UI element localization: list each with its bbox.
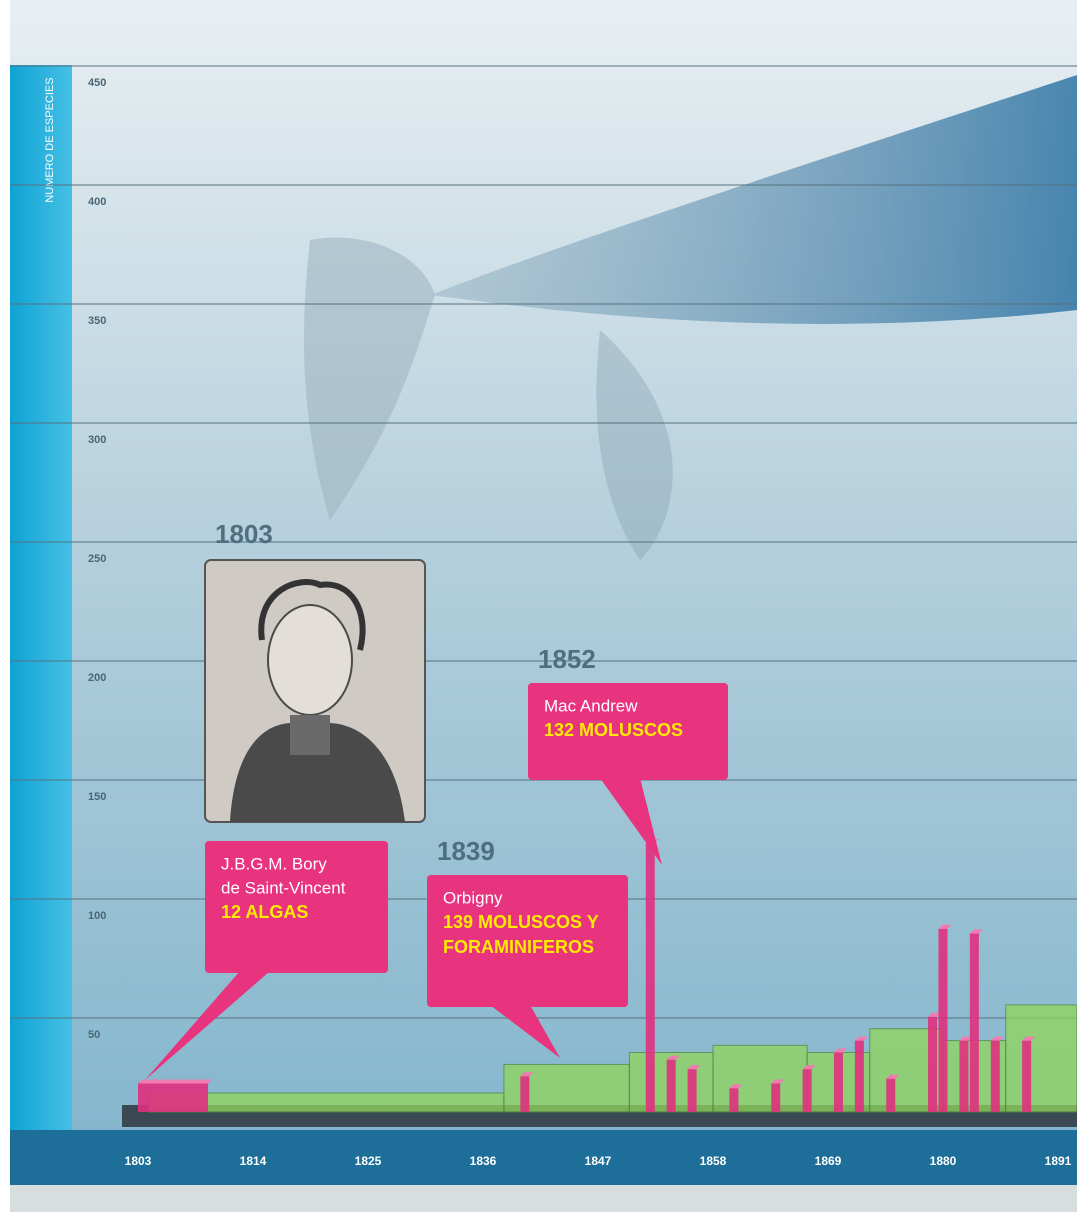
x-tick-label: 1847 (585, 1154, 612, 1168)
y-axis-title: NUMERO DE ESPECIES (44, 77, 56, 202)
bar-cap (854, 1036, 868, 1041)
callout-name: J.B.G.M. Bory (221, 854, 327, 873)
x-tick-label: 1880 (930, 1154, 957, 1168)
green-bar (1005, 1004, 1077, 1113)
callout-year: 1852 (538, 644, 596, 674)
whale-fin (596, 330, 673, 560)
y-tick-label: 200 (88, 672, 106, 684)
bar-cap (969, 929, 983, 934)
y-tick-label: 400 (88, 196, 106, 208)
pink-bar (969, 933, 979, 1112)
left-margin (0, 0, 10, 1212)
bars (122, 839, 1077, 1127)
pink-bar (802, 1069, 812, 1112)
pink-bar (928, 1016, 938, 1112)
x-tick-label: 1869 (815, 1154, 842, 1168)
green-bar (712, 1044, 808, 1113)
whale-body (430, 75, 1077, 324)
footer (10, 1185, 1077, 1212)
bar-cap (520, 1072, 534, 1077)
bar-cap (1022, 1036, 1036, 1041)
pink-bar (771, 1083, 781, 1112)
portrait (204, 559, 426, 823)
callout-year: 1839 (437, 836, 495, 866)
y-axis-strip (10, 65, 72, 1133)
pink-bar (886, 1078, 896, 1112)
callout-detail: 12 ALGAS (221, 902, 308, 922)
bar-cap (687, 1065, 701, 1070)
x-tick-label: 1814 (240, 1154, 267, 1168)
pink-bar (520, 1076, 530, 1112)
pink-bar (645, 843, 655, 1112)
callout-name: de Saint-Vincent (221, 878, 346, 897)
pink-bar (729, 1088, 739, 1112)
bar-cap (802, 1065, 816, 1070)
y-tick-label: 250 (88, 553, 106, 565)
callout-year: 1803 (215, 519, 273, 549)
x-axis-band (10, 1130, 1077, 1185)
bar-cap (833, 1048, 847, 1053)
bar-cap (959, 1036, 973, 1041)
callout-name: Mac Andrew (544, 696, 638, 715)
pink-bar (138, 1083, 208, 1112)
x-tick-label: 1891 (1045, 1154, 1072, 1168)
callout-box (528, 683, 728, 780)
x-tick-label: 1858 (700, 1154, 727, 1168)
x-tick-label: 1836 (470, 1154, 497, 1168)
bar-cap (938, 924, 952, 929)
bar-cap (771, 1079, 785, 1084)
callout-pointer (490, 1005, 560, 1058)
bar-cap (666, 1055, 680, 1060)
bar-cap (729, 1084, 743, 1089)
pink-bar (959, 1040, 969, 1112)
callout-box (205, 841, 388, 973)
y-tick-label: 50 (88, 1029, 100, 1041)
y-tick-label: 450 (88, 77, 106, 89)
whale-fluke (304, 237, 435, 520)
pink-bar (854, 1040, 864, 1112)
y-tick-label: 300 (88, 434, 106, 446)
bar-cap (990, 1036, 1004, 1041)
callout-box (427, 875, 628, 1007)
pink-bar (666, 1059, 676, 1112)
y-tick-label: 100 (88, 910, 106, 922)
bar-cap (138, 1079, 212, 1084)
x-tick-label: 1825 (355, 1154, 382, 1168)
pink-bar (687, 1069, 697, 1112)
pink-bar (1022, 1040, 1032, 1112)
y-tick-label: 150 (88, 791, 106, 803)
callout-detail: 139 MOLUSCOS Y (443, 912, 599, 932)
bar-cap (886, 1074, 900, 1079)
bar-cap (928, 1012, 942, 1017)
pink-bar (833, 1052, 843, 1112)
pink-bar (990, 1040, 1000, 1112)
callout-detail: 132 MOLUSCOS (544, 720, 683, 740)
annotations: 1803 J.B.G.M. Bory de Saint-Vincent 12 ALGA… (145, 519, 728, 1080)
y-tick-label: 350 (88, 315, 106, 327)
callout-pointer (600, 778, 662, 865)
callout-detail: FORAMINIFEROS (443, 937, 594, 957)
x-tick-label: 1803 (125, 1154, 152, 1168)
callout-name: Orbigny (443, 888, 503, 907)
pink-bar (938, 928, 948, 1112)
callout-pointer (145, 971, 270, 1080)
